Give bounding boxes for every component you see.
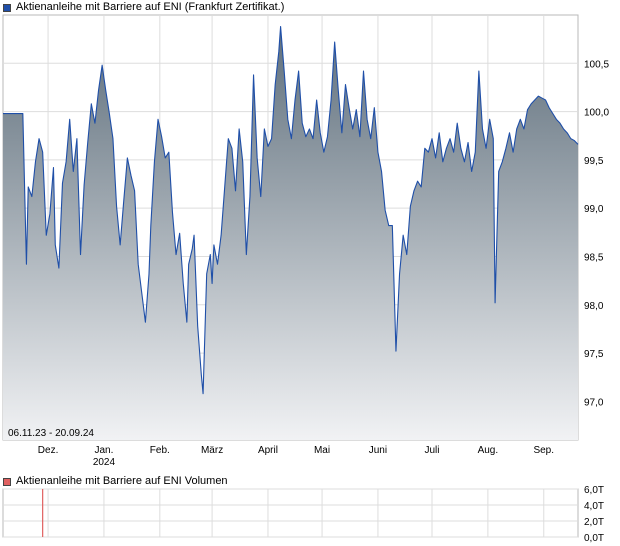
price-x-tick-label: Juli [424, 445, 439, 456]
price-x-tick-label: April [258, 445, 278, 456]
price-x-tick-label: März [201, 445, 223, 456]
volume-plot-frame [2, 488, 579, 538]
volume-y-tick-label: 0,0T [584, 533, 604, 544]
price-y-tick-label: 99,5 [584, 156, 604, 167]
price-area [3, 26, 578, 441]
price-y-tick-label: 98,0 [584, 301, 604, 312]
price-x-tick-label: Jan. [94, 445, 113, 456]
volume-y-tick-label: 6,0T [584, 485, 604, 496]
price-chart: 100,5 100,0 99,5 99,0 98,5 98,0 97,5 97,0 Dez. Ja… [2, 14, 609, 468]
price-line [3, 26, 579, 395]
price-legend-label: Aktienanleihe mit Barriere auf ENI (Fran… [16, 1, 285, 13]
price-x-tick-label: Feb. [150, 445, 170, 456]
price-y-tick-label: 97,5 [584, 349, 604, 360]
price-x-tick-label: Sep. [533, 445, 554, 456]
price-y-tick-label: 98,5 [584, 252, 604, 263]
price-x-tick-label: Dez. [38, 445, 59, 456]
volume-legend-swatch [3, 477, 11, 486]
volume-y-tick-label: 2,0T [584, 517, 604, 528]
price-y-tick-label: 100,5 [584, 59, 609, 70]
volume-legend: Aktienanleihe mit Barriere auf ENI Volum… [3, 475, 228, 488]
price-legend: Aktienanleihe mit Barriere auf ENI (Fran… [3, 1, 284, 14]
price-x-tick-label: Juni [369, 445, 387, 456]
volume-y-tick-label: 4,0T [584, 501, 604, 512]
volume-legend-label: Aktienanleihe mit Barriere auf ENI Volum… [16, 475, 228, 487]
price-y-tick-label: 100,0 [584, 108, 609, 119]
price-legend-swatch [3, 3, 11, 12]
price-x-tick-label: Aug. [478, 445, 499, 456]
date-range-label: 06.11.23 - 20.09.24 [8, 428, 94, 439]
price-x-tick-sublabel: 2024 [93, 457, 116, 468]
price-x-tick-label: Mai [314, 445, 330, 456]
price-y-tick-label: 97,0 [584, 397, 604, 408]
price-y-tick-label: 99,0 [584, 204, 604, 215]
